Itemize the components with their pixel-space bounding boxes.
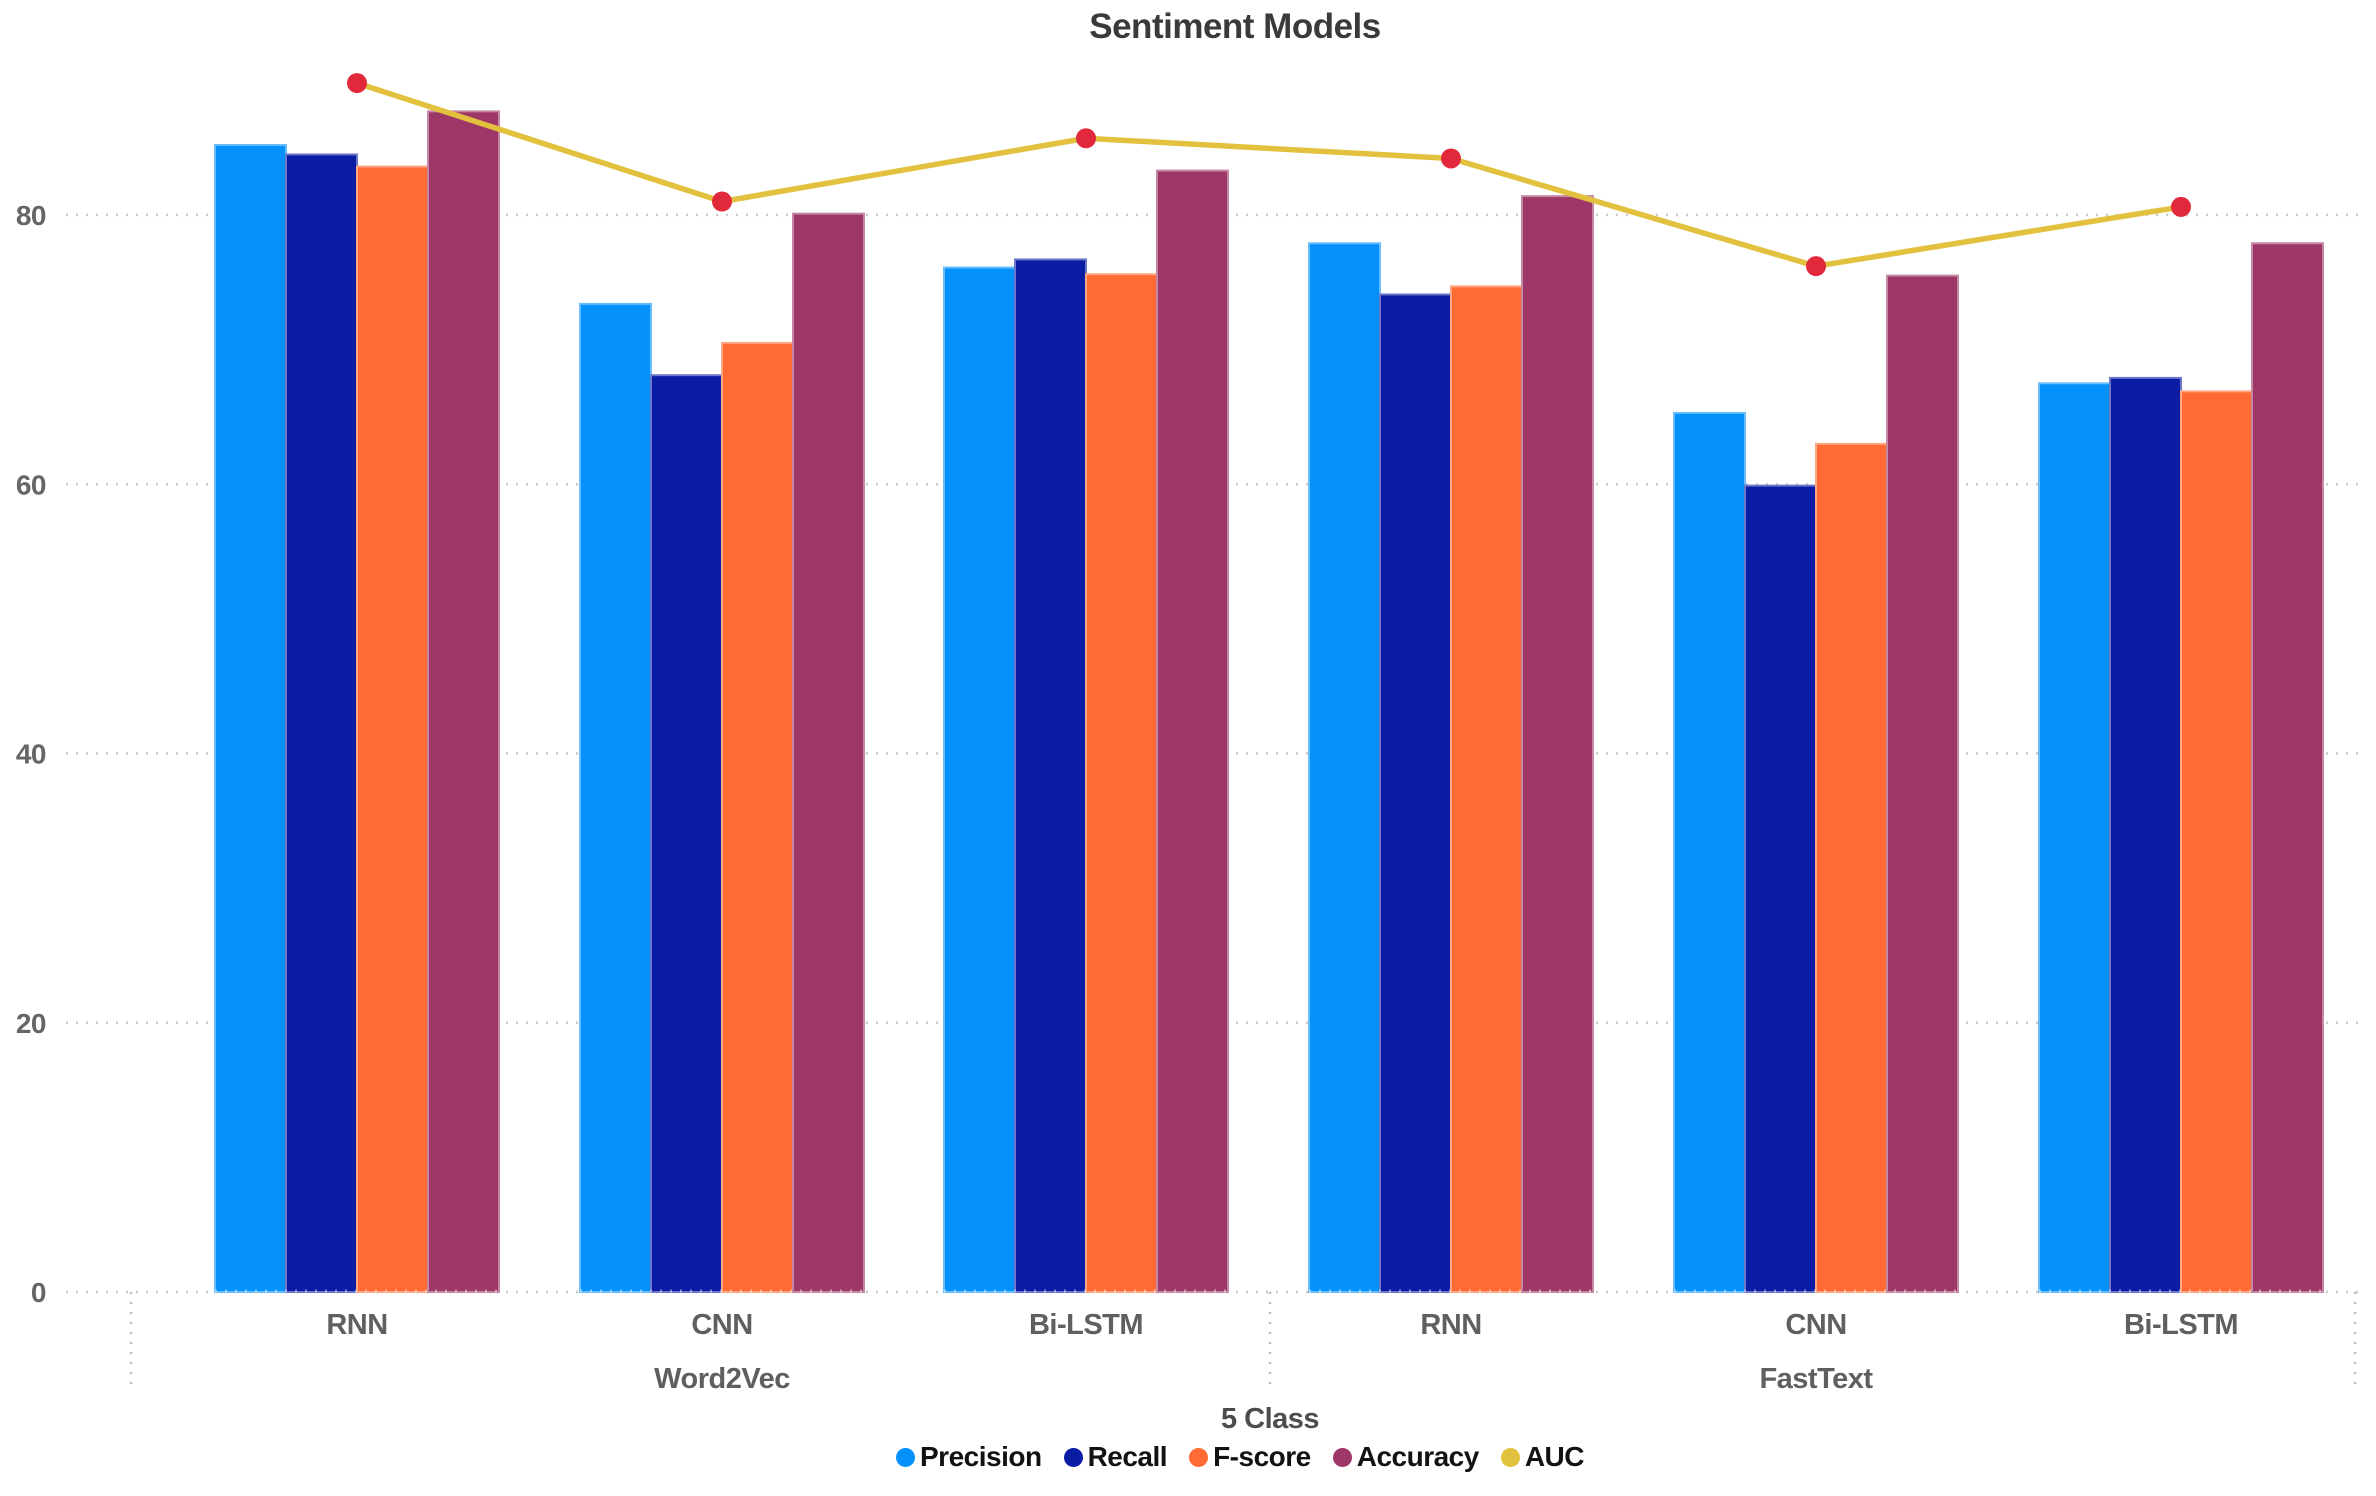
- bar-recall-fasttext-bi-lstm[interactable]: [2109, 376, 2182, 1293]
- bar-f-score-word2vec-bi-lstm[interactable]: [1085, 273, 1158, 1293]
- legend-label-accuracy: Accuracy: [1356, 1441, 1480, 1472]
- x-axis-tick-labels: RNN CNN Bi-LSTM RNN CNN Bi-LSTM: [326, 1309, 2238, 1341]
- legend-item-f-score[interactable]: F-score: [1189, 1441, 1311, 1473]
- x-axis-group-label-fasttext: FastText: [1759, 1363, 1873, 1395]
- x-tick-label-word2vec-cnn: CNN: [691, 1309, 752, 1341]
- y-tick-label-60: 60: [16, 469, 46, 500]
- auc-point-word2vec-bi-lstm[interactable]: [1076, 128, 1096, 149]
- legend-item-recall[interactable]: Recall: [1063, 1441, 1168, 1473]
- chart-title: Sentiment Models: [1089, 7, 1381, 46]
- chart-legend: Precision Recall F-score Accuracy AUC: [896, 1441, 1584, 1473]
- auc-point-word2vec-cnn[interactable]: [712, 191, 732, 212]
- legend-label-precision: Precision: [920, 1441, 1042, 1472]
- auc-line-series: [347, 73, 2191, 277]
- auc-line[interactable]: [356, 80, 2182, 269]
- bar-f-score-fasttext-rnn[interactable]: [1450, 285, 1523, 1293]
- bar-accuracy-fasttext-bi-lstm[interactable]: [2251, 242, 2324, 1294]
- y-axis-tick-labels: 0 20 40 60 80: [16, 200, 47, 1308]
- x-axis-group-label-word2vec: Word2Vec: [654, 1363, 790, 1395]
- x-tick-label-fasttext-cnn: CNN: [1785, 1309, 1846, 1341]
- legend-label-f-score: F-score: [1213, 1441, 1311, 1472]
- bar-accuracy-word2vec-cnn[interactable]: [792, 212, 865, 1293]
- bar-precision-fasttext-bi-lstm[interactable]: [2038, 382, 2111, 1293]
- legend-dot-precision: [896, 1447, 916, 1467]
- bar-precision-fasttext-cnn[interactable]: [1673, 411, 1746, 1293]
- y-gridlines: [66, 213, 2360, 1294]
- legend-dot-auc: [1500, 1447, 1520, 1467]
- bar-recall-fasttext-rnn[interactable]: [1379, 293, 1452, 1293]
- bar-f-score-fasttext-cnn[interactable]: [1815, 442, 1888, 1293]
- bar-recall-word2vec-cnn[interactable]: [650, 374, 723, 1293]
- bar-accuracy-fasttext-rnn[interactable]: [1521, 195, 1594, 1294]
- y-tick-label-20: 20: [16, 1008, 46, 1039]
- bar-accuracy-word2vec-rnn[interactable]: [427, 110, 500, 1294]
- bar-recall-word2vec-bi-lstm[interactable]: [1014, 258, 1087, 1293]
- bar-f-score-word2vec-cnn[interactable]: [721, 341, 794, 1293]
- y-tick-label-0: 0: [31, 1277, 46, 1308]
- bar-precision-word2vec-rnn[interactable]: [214, 143, 287, 1293]
- auc-point-fasttext-cnn[interactable]: [1806, 256, 1826, 277]
- axis-group-separators: [129, 1292, 2357, 1392]
- legend-dot-f-score: [1189, 1447, 1209, 1467]
- auc-point-fasttext-bi-lstm[interactable]: [2171, 196, 2191, 217]
- legend-label-auc: AUC: [1524, 1441, 1585, 1472]
- bar-precision-fasttext-rnn[interactable]: [1308, 242, 1381, 1294]
- x-tick-label-fasttext-rnn: RNN: [1420, 1309, 1481, 1341]
- auc-point-fasttext-rnn[interactable]: [1441, 148, 1461, 169]
- legend-label-recall: Recall: [1087, 1441, 1168, 1472]
- legend-dot-accuracy: [1332, 1447, 1352, 1467]
- bar-series: [214, 110, 2324, 1294]
- x-tick-label-word2vec-bi-lstm: Bi-LSTM: [1029, 1309, 1143, 1341]
- legend-item-auc[interactable]: AUC: [1500, 1441, 1585, 1473]
- x-axis-title: 5 Class: [1221, 1403, 1319, 1435]
- bar-precision-word2vec-bi-lstm[interactable]: [943, 266, 1016, 1293]
- bar-recall-word2vec-rnn[interactable]: [285, 153, 358, 1294]
- legend-item-precision[interactable]: Precision: [896, 1441, 1042, 1473]
- bar-precision-word2vec-cnn[interactable]: [579, 302, 652, 1294]
- x-tick-label-fasttext-bi-lstm: Bi-LSTM: [2124, 1309, 2238, 1341]
- auc-point-word2vec-rnn[interactable]: [347, 73, 367, 94]
- bar-accuracy-word2vec-bi-lstm[interactable]: [1156, 169, 1229, 1294]
- bar-recall-fasttext-cnn[interactable]: [1744, 484, 1817, 1293]
- x-tick-label-word2vec-rnn: RNN: [326, 1309, 387, 1341]
- bar-f-score-word2vec-rnn[interactable]: [356, 165, 429, 1293]
- y-tick-label-40: 40: [16, 739, 46, 770]
- legend-item-accuracy[interactable]: Accuracy: [1332, 1441, 1480, 1473]
- bar-f-score-fasttext-bi-lstm[interactable]: [2180, 390, 2253, 1293]
- legend-dot-recall: [1063, 1447, 1083, 1467]
- y-tick-label-80: 80: [16, 200, 46, 231]
- bar-accuracy-fasttext-cnn[interactable]: [1886, 274, 1959, 1293]
